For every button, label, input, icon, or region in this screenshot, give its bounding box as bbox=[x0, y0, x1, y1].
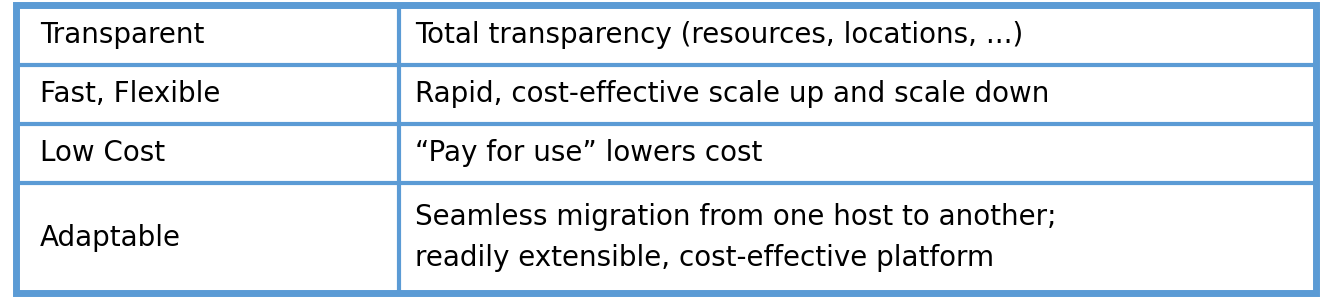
Text: Rapid, cost-effective scale up and scale down: Rapid, cost-effective scale up and scale… bbox=[416, 80, 1050, 108]
Text: “Pay for use” lowers cost: “Pay for use” lowers cost bbox=[416, 139, 762, 167]
Text: Seamless migration from one host to another;
readily extensible, cost-effective : Seamless migration from one host to anot… bbox=[416, 203, 1056, 272]
Text: Fast, Flexible: Fast, Flexible bbox=[40, 80, 220, 108]
Text: Adaptable: Adaptable bbox=[40, 224, 181, 252]
Text: Total transparency (resources, locations, ...): Total transparency (resources, locations… bbox=[416, 21, 1023, 49]
Text: Transparent: Transparent bbox=[40, 21, 204, 49]
Text: Low Cost: Low Cost bbox=[40, 139, 165, 167]
